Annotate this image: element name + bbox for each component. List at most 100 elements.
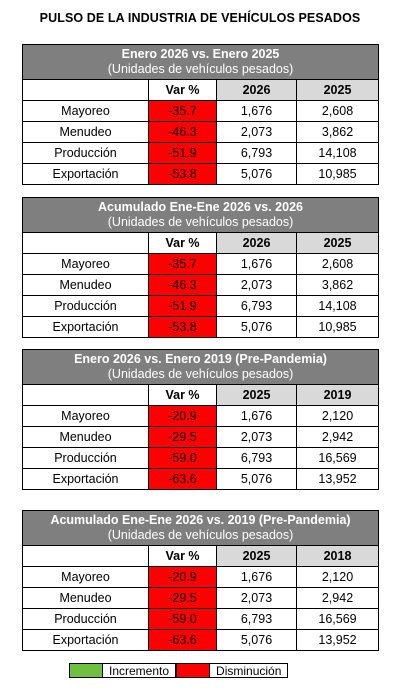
table-row: Exportación -53.8 5,076 10,985 <box>22 163 380 185</box>
value-cell: 2,073 <box>216 274 297 296</box>
column-header-year-b: 2025 <box>295 232 380 254</box>
table-header: Enero 2026 vs. Enero 2019 (Pre-Pandemia)… <box>21 349 380 385</box>
value-cell: 14,108 <box>295 142 380 164</box>
row-label: Mayoreo <box>22 253 149 275</box>
var-percent-cell: -51.9 <box>148 295 217 317</box>
var-percent-cell: -46.3 <box>148 121 217 143</box>
table-title: Acumulado Ene-Ene 2026 vs. 2019 (Pre-Pan… <box>50 513 351 527</box>
row-label: Exportación <box>22 629 149 651</box>
row-label: Exportación <box>22 163 149 185</box>
value-cell: 1,676 <box>216 566 297 588</box>
var-percent-cell: -35.7 <box>148 100 217 122</box>
value-cell: 2,608 <box>295 100 380 122</box>
row-label: Menudeo <box>22 587 149 609</box>
table-row: Menudeo -29.5 2,073 2,942 <box>22 587 379 609</box>
column-header-row: Var % 2026 2025 <box>22 232 380 254</box>
value-cell: 6,793 <box>216 447 297 469</box>
row-label: Producción <box>22 447 149 469</box>
row-label: Menudeo <box>22 121 149 143</box>
column-header-row: Var % 2026 2025 <box>22 79 380 101</box>
value-cell: 10,985 <box>295 316 380 338</box>
table-row: Mayoreo -20.9 1,676 2,120 <box>22 566 379 588</box>
column-header-var: Var % <box>148 232 217 254</box>
row-label: Mayoreo <box>22 100 149 122</box>
table-row: Producción -59.0 6,793 16,569 <box>22 447 380 469</box>
row-label: Menudeo <box>22 426 149 448</box>
table-row: Exportación -63.6 5,076 13,952 <box>22 629 379 651</box>
table-title: Enero 2026 vs. Enero 2019 (Pre-Pandemia) <box>74 352 327 366</box>
value-cell: 1,676 <box>216 253 297 275</box>
table-title: Acumulado Ene-Ene 2026 vs. 2026 <box>98 200 303 214</box>
table-row: Menudeo -29.5 2,073 2,942 <box>22 426 380 448</box>
var-percent-cell: -35.7 <box>148 253 217 275</box>
value-cell: 2,120 <box>296 566 379 588</box>
legend: Incremento Disminución <box>69 662 329 679</box>
var-percent-cell: -20.9 <box>148 405 217 427</box>
row-label: Exportación <box>22 468 149 490</box>
increase-label: Incremento <box>103 663 177 678</box>
table-row: Menudeo -46.3 2,073 3,862 <box>22 274 380 296</box>
page-title: PULSO DE LA INDUSTRIA DE VEHÍCULOS PESAD… <box>39 11 361 25</box>
value-cell: 10,985 <box>295 163 380 185</box>
table-subtitle: (Unidades de vehículos pesados) <box>107 215 294 229</box>
row-label: Mayoreo <box>22 405 149 427</box>
column-header-var: Var % <box>148 79 217 101</box>
value-cell: 2,608 <box>295 253 380 275</box>
row-label: Producción <box>22 295 149 317</box>
row-label: Producción <box>22 142 149 164</box>
var-percent-cell: -53.8 <box>148 163 217 185</box>
row-label: Menudeo <box>22 274 149 296</box>
row-label: Mayoreo <box>22 566 149 588</box>
increase-swatch <box>69 663 103 678</box>
value-cell: 6,793 <box>216 295 297 317</box>
row-label: Producción <box>22 608 149 630</box>
value-cell: 1,676 <box>216 100 297 122</box>
var-percent-cell: -29.5 <box>148 426 217 448</box>
row-label: Exportación <box>22 316 149 338</box>
value-cell: 6,793 <box>216 608 297 630</box>
column-header-year-a: 2026 <box>216 79 297 101</box>
table-row: Producción -51.9 6,793 14,108 <box>22 295 380 317</box>
column-header-year-b: 2025 <box>295 79 380 101</box>
table-header: Acumulado Ene-Ene 2026 vs. 2026 (Unidade… <box>21 197 380 233</box>
column-header-year-a: 2025 <box>216 545 297 567</box>
value-cell: 5,076 <box>216 163 297 185</box>
table-row: Mayoreo -35.7 1,676 2,608 <box>22 100 380 122</box>
column-header-blank <box>22 545 149 567</box>
var-percent-cell: -20.9 <box>148 566 217 588</box>
table-row: Mayoreo -35.7 1,676 2,608 <box>22 253 380 275</box>
column-header-year-a: 2026 <box>216 232 297 254</box>
value-cell: 2,073 <box>216 121 297 143</box>
value-cell: 5,076 <box>216 629 297 651</box>
column-header-blank <box>22 232 149 254</box>
var-percent-cell: -63.6 <box>148 629 217 651</box>
table-title: Enero 2026 vs. Enero 2025 <box>121 47 280 61</box>
table-row: Producción -51.9 6,793 14,108 <box>22 142 380 164</box>
table-row: Menudeo -46.3 2,073 3,862 <box>22 121 380 143</box>
table-subtitle: (Unidades de vehículos pesados) <box>107 62 294 76</box>
value-cell: 2,942 <box>295 426 380 448</box>
value-cell: 5,076 <box>216 468 297 490</box>
var-percent-cell: -63.6 <box>148 468 217 490</box>
table-header: Enero 2026 vs. Enero 2025 (Unidades de v… <box>21 44 380 80</box>
column-header-row: Var % 2025 2019 <box>22 384 380 406</box>
value-cell: 2,942 <box>296 587 379 609</box>
table-row: Exportación -53.8 5,076 10,985 <box>22 316 380 338</box>
var-percent-cell: -29.5 <box>148 587 217 609</box>
value-cell: 13,952 <box>295 468 380 490</box>
var-percent-cell: -46.3 <box>148 274 217 296</box>
value-cell: 16,569 <box>295 447 380 469</box>
column-header-row: Var % 2025 2018 <box>22 545 379 567</box>
var-percent-cell: -59.0 <box>148 447 217 469</box>
decrease-label: Disminución <box>210 663 289 678</box>
table-row: Producción -59.0 6,793 16,569 <box>22 608 379 630</box>
column-header-year-a: 2025 <box>216 384 297 406</box>
value-cell: 2,120 <box>295 405 380 427</box>
comparison-table-2: Acumulado Ene-Ene 2026 vs. 2026 (Unidade… <box>21 197 380 338</box>
column-header-blank <box>22 384 149 406</box>
decrease-swatch <box>176 663 211 678</box>
value-cell: 3,862 <box>295 274 380 296</box>
value-cell: 5,076 <box>216 316 297 338</box>
comparison-table-4: Acumulado Ene-Ene 2026 vs. 2019 (Pre-Pan… <box>22 510 379 651</box>
column-header-var: Var % <box>148 545 217 567</box>
